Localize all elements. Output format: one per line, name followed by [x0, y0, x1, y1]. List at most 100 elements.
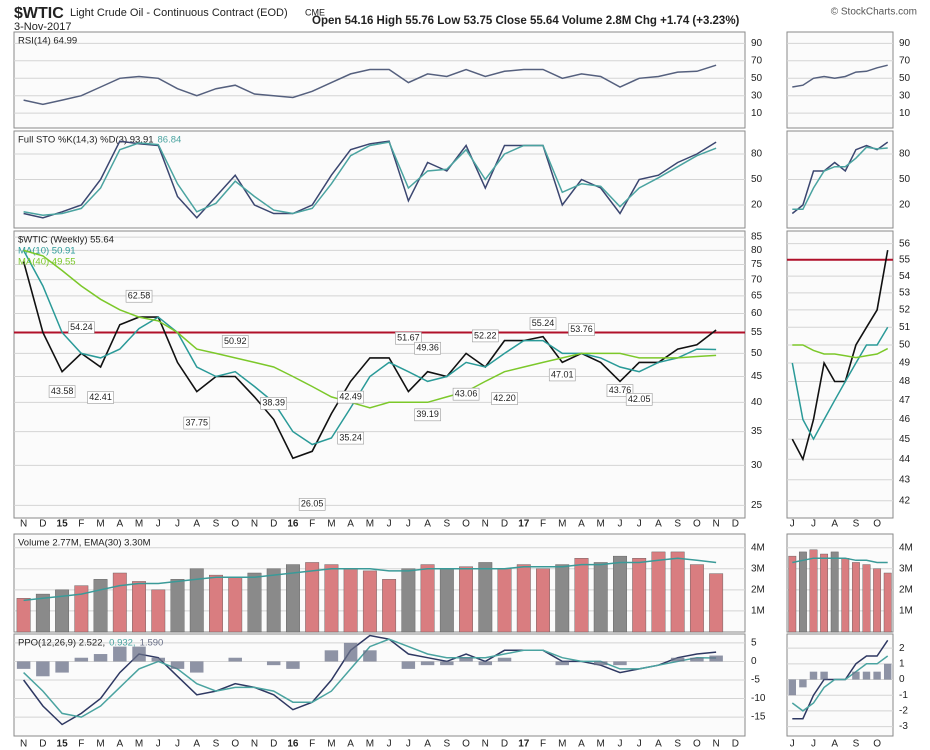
annotation: 52.22 [474, 330, 497, 340]
histogram-bar [873, 671, 881, 680]
volume-bar [228, 577, 243, 633]
volume-bar [55, 589, 70, 633]
y-tick-label: 48 [899, 376, 911, 387]
x-tick-label: J [790, 739, 795, 750]
histogram-bar [190, 661, 204, 673]
histogram-bar [862, 671, 871, 680]
x-tick-label: M [135, 739, 143, 750]
histogram-bar [420, 661, 435, 666]
annotation-box [548, 368, 576, 382]
volume-bar [286, 564, 300, 633]
annotation-box [221, 335, 249, 348]
x-tick-label: N [482, 739, 489, 750]
y-tick-label: 50 [899, 73, 911, 84]
y-tick-label: 4M [899, 542, 913, 553]
y-tick-label: 65 [751, 291, 763, 302]
x-tick-label: J [156, 739, 161, 750]
histogram-bar [228, 657, 242, 662]
y-tick-label: 53 [899, 288, 911, 299]
series-line [22, 250, 717, 446]
x-tick-label: J [617, 739, 622, 750]
y-tick-label: 2M [751, 584, 765, 595]
series-line [791, 249, 889, 462]
annotation: 37.75 [185, 417, 208, 427]
x-tick-label: A [193, 739, 200, 750]
legend-entry: 1.590 [140, 638, 164, 649]
y-tick-label: 30 [899, 90, 911, 101]
legend-entry: $WTIC (Weekly) 55.64 [18, 235, 114, 246]
annotation: 42.49 [339, 391, 362, 401]
annotation-box [48, 385, 76, 398]
volume-bar [883, 572, 892, 633]
y-tick-label: 45 [751, 371, 763, 382]
series-line [23, 141, 717, 216]
annotation-box [183, 416, 211, 430]
volume-bar [439, 568, 454, 633]
x-tick-label: J [406, 519, 411, 530]
x-tick-label: D [501, 519, 508, 530]
x-tick-label: O [462, 739, 470, 750]
y-tick-label: 2 [899, 643, 905, 654]
y-tick-label: 49 [899, 358, 911, 369]
y-tick-label: 2M [899, 584, 913, 595]
x-tick-label: N [713, 739, 720, 750]
panel-label: RSI(14) 64.99 [18, 36, 77, 47]
x-tick-label: O [693, 739, 701, 750]
y-tick-label: 1M [751, 606, 765, 617]
exchange: CME [305, 7, 325, 17]
y-tick-label: 70 [751, 274, 763, 285]
x-tick-label: S [853, 519, 860, 530]
volume-bar [593, 562, 608, 633]
y-tick-label: 5 [751, 638, 757, 649]
annotation: 42.05 [628, 394, 651, 404]
volume-bar [798, 551, 807, 633]
y-tick-label: 3M [899, 563, 913, 574]
x-tick-label: 15 [57, 739, 69, 750]
y-tick-label: 1 [899, 658, 905, 669]
annotation-box [260, 397, 287, 410]
legend-entry: Full STO %K(14,3) %D(3) 93.91 [18, 135, 154, 146]
x-tick-label: A [655, 519, 662, 530]
volume-bar [788, 555, 797, 633]
annotation-box [337, 431, 364, 445]
x-tick-label: N [251, 519, 258, 530]
y-tick-label: 55 [899, 254, 911, 265]
x-tick-label: A [424, 519, 431, 530]
annotation-box [472, 329, 499, 343]
y-tick-label: 25 [751, 500, 763, 511]
annotation-box [298, 498, 326, 511]
symbol: $WTIC [14, 5, 64, 22]
y-tick-label: 80 [899, 149, 911, 160]
series-line [23, 140, 717, 219]
volume-bar [478, 562, 493, 633]
histogram-bar [132, 646, 146, 662]
volume-bar [516, 564, 531, 633]
volume-bar [651, 551, 666, 633]
annotation-box [87, 391, 114, 404]
annotation-box [414, 408, 441, 422]
series-line [23, 557, 717, 602]
y-tick-label: 42 [899, 495, 911, 506]
annotation-box [337, 390, 364, 404]
x-tick-label: S [443, 519, 450, 530]
y-tick-label: -3 [899, 721, 908, 732]
date: 3-Nov-2017 [14, 21, 71, 33]
annotation-box [68, 321, 95, 334]
x-tick-label: F [309, 519, 315, 530]
volume-bar [820, 553, 829, 633]
histogram-bar [343, 642, 358, 662]
x-tick-label: O [231, 739, 239, 750]
volume-bar [266, 568, 281, 633]
y-tick-label: -2 [899, 706, 908, 717]
y-tick-label: 20 [751, 200, 763, 211]
y-tick-label: 50 [751, 73, 763, 84]
volume-bar [16, 598, 31, 633]
x-tick-label: 15 [57, 519, 69, 530]
histogram-bar [170, 661, 185, 669]
volume-bar [343, 568, 358, 633]
y-tick-label: 50 [751, 174, 763, 185]
copyright: © StockCharts.com [831, 7, 917, 18]
histogram-bar [478, 661, 493, 666]
histogram-bar [286, 661, 300, 669]
x-tick-label: M [597, 519, 605, 530]
